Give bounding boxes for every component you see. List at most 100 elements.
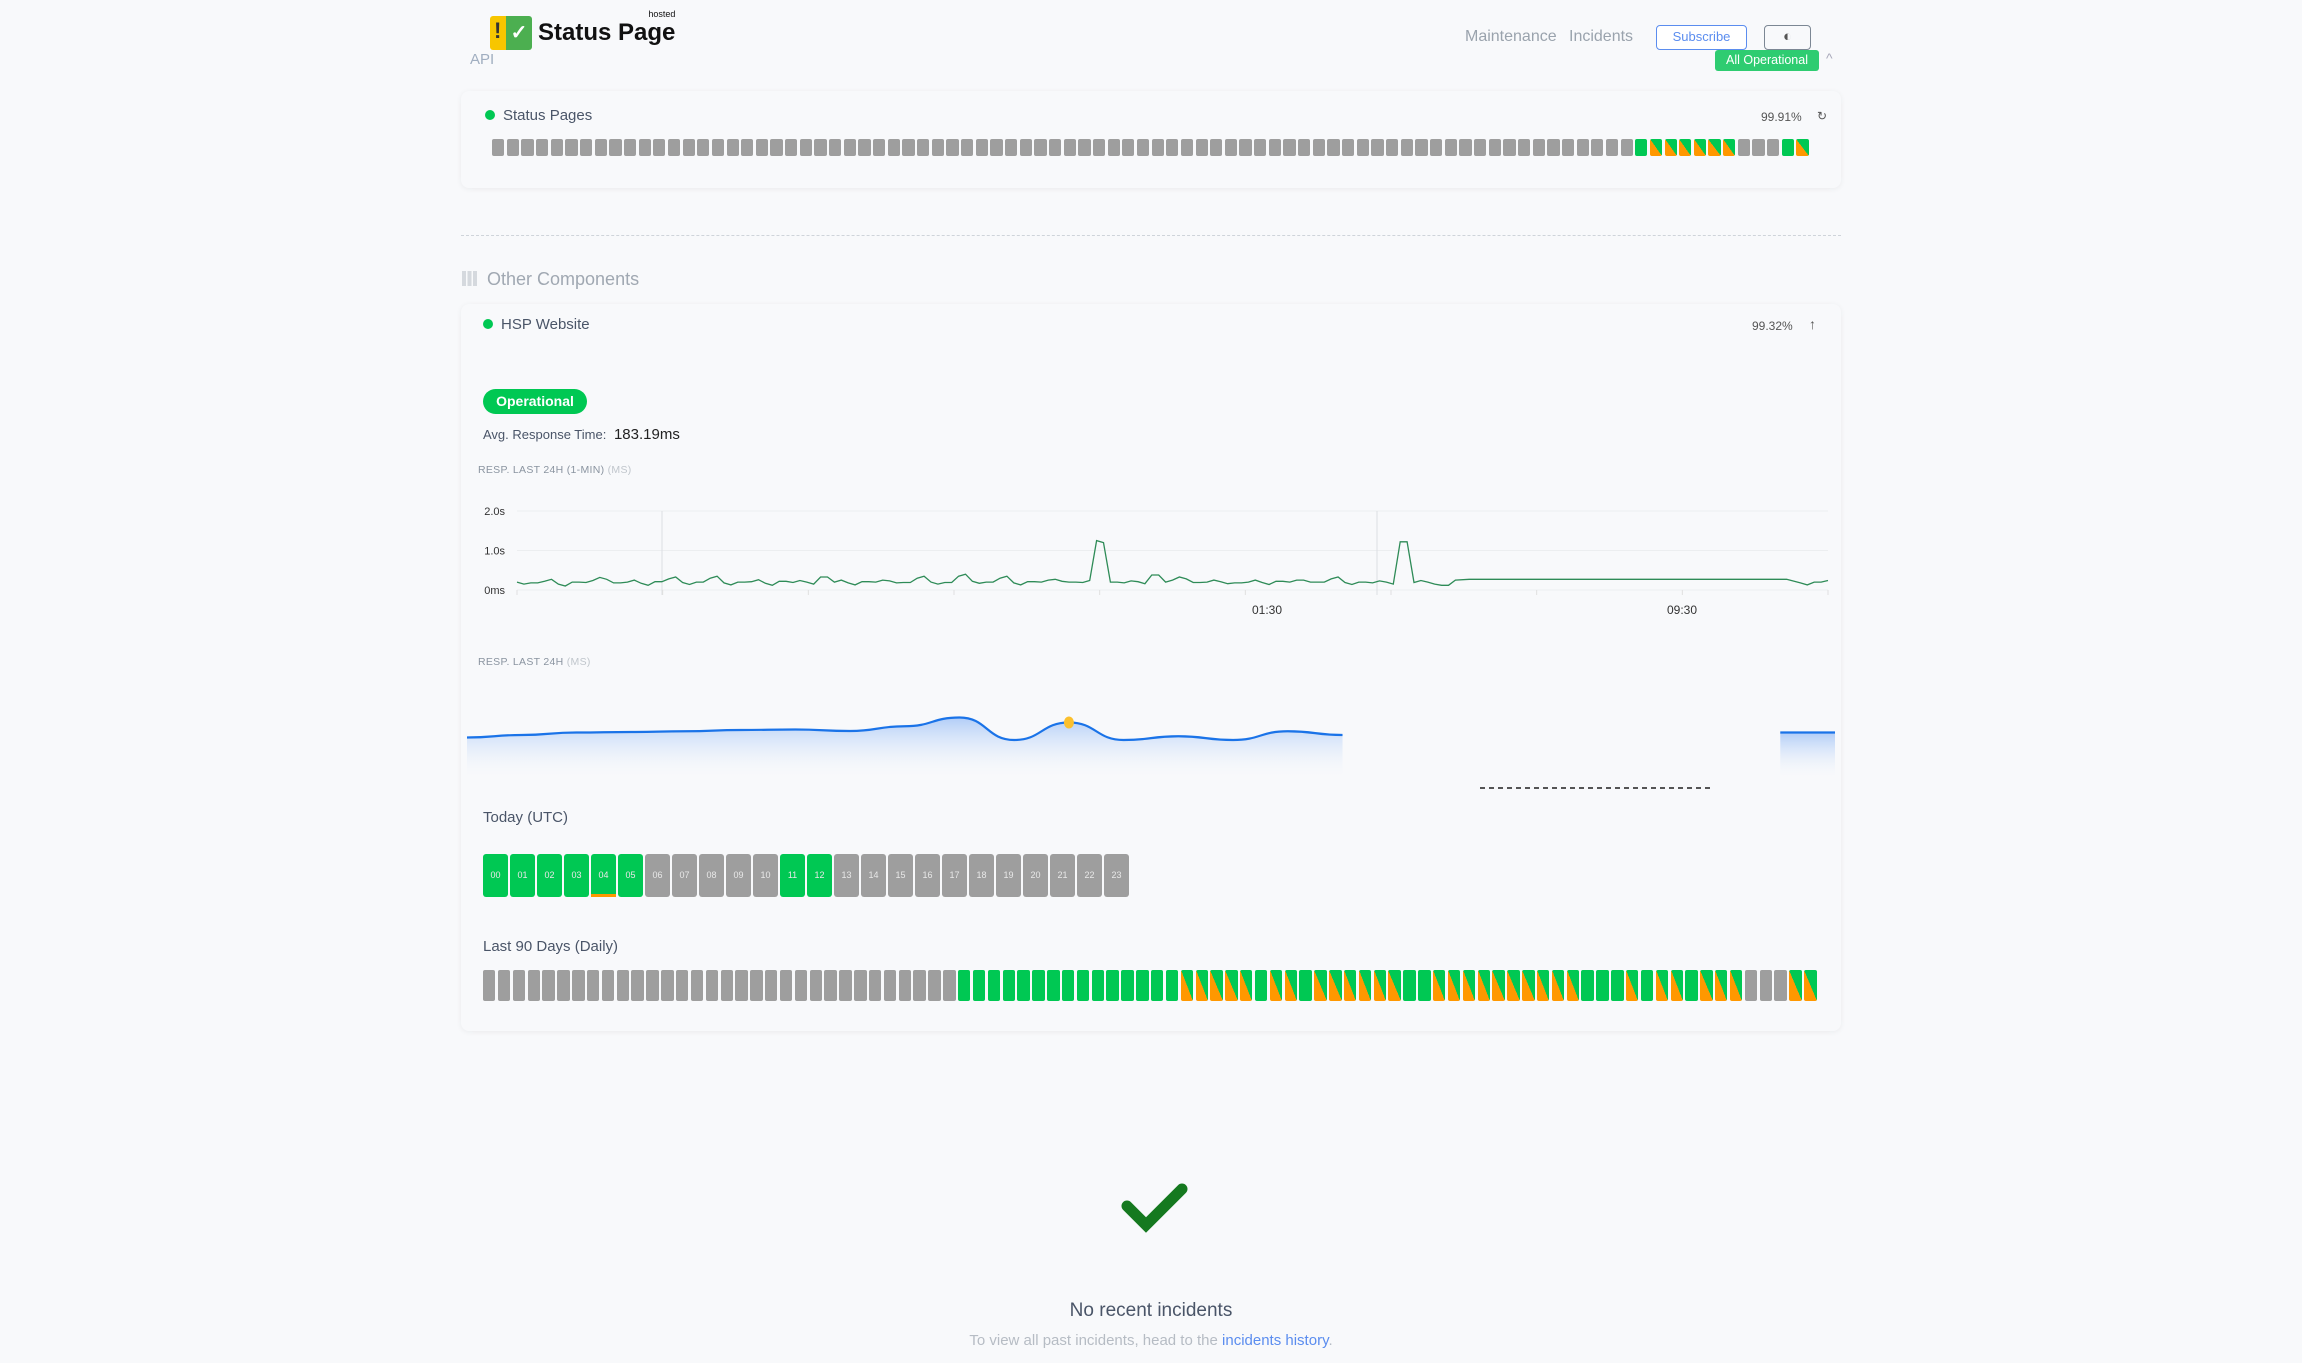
day-bar[interactable]: [1679, 139, 1692, 156]
day-bar[interactable]: [858, 139, 871, 156]
day-bar[interactable]: [1298, 139, 1311, 156]
day-bar[interactable]: [1551, 970, 1565, 1001]
day-bar[interactable]: [1210, 139, 1223, 156]
day-bar[interactable]: [483, 970, 496, 1001]
day-bar[interactable]: [1744, 970, 1758, 1001]
day-bar[interactable]: [512, 970, 526, 1001]
day-bar[interactable]: [697, 139, 710, 156]
nav-incidents[interactable]: Incidents: [1569, 28, 1634, 45]
day-bar[interactable]: [1708, 139, 1721, 156]
day-bar[interactable]: [1121, 970, 1134, 1001]
day-bar[interactable]: [990, 139, 1003, 156]
day-bar[interactable]: [1759, 970, 1773, 1001]
day-bar[interactable]: [931, 139, 944, 156]
day-bar[interactable]: [1122, 139, 1135, 156]
chevron-up-icon[interactable]: ^: [1826, 50, 1833, 66]
day-bar[interactable]: [1314, 970, 1327, 1001]
day-bar[interactable]: [902, 139, 915, 156]
day-bar[interactable]: [1462, 970, 1476, 1001]
day-bar[interactable]: [750, 970, 763, 1001]
day-bar[interactable]: [1166, 139, 1179, 156]
day-bar[interactable]: [1284, 970, 1298, 1001]
day-bar[interactable]: [1473, 139, 1487, 156]
response-chart-1min[interactable]: 0ms 1.0s 2.0s 01:30 09:30: [461, 495, 1841, 625]
day-bar[interactable]: [1536, 970, 1550, 1001]
day-bar[interactable]: [873, 139, 886, 156]
day-bar[interactable]: [1796, 139, 1809, 156]
day-bar[interactable]: [987, 970, 1001, 1001]
day-bar[interactable]: [1180, 139, 1194, 156]
day-bar[interactable]: [1547, 139, 1560, 156]
day-bar[interactable]: [913, 970, 926, 1001]
day-bar[interactable]: [1517, 139, 1531, 156]
day-bar[interactable]: [1091, 970, 1105, 1001]
day-bar[interactable]: [720, 970, 733, 1001]
hour-bar[interactable]: 17: [942, 854, 967, 897]
day-bar[interactable]: [1002, 970, 1015, 1001]
day-bar[interactable]: [1503, 139, 1516, 156]
day-bar[interactable]: [755, 139, 769, 156]
day-bar[interactable]: [917, 139, 930, 156]
day-bar[interactable]: [1017, 970, 1030, 1001]
hour-bar[interactable]: 15: [888, 854, 913, 897]
day-bar[interactable]: [631, 970, 644, 1001]
day-bar[interactable]: [1737, 139, 1751, 156]
day-bar[interactable]: [1685, 970, 1698, 1001]
day-bar[interactable]: [1591, 139, 1604, 156]
day-bar[interactable]: [928, 970, 941, 1001]
hour-bar[interactable]: 06: [645, 854, 670, 897]
hour-bar[interactable]: 18: [969, 854, 994, 897]
day-bar[interactable]: [843, 139, 857, 156]
day-bar[interactable]: [1327, 139, 1340, 156]
hour-bar[interactable]: 12: [807, 854, 832, 897]
day-bar[interactable]: [1693, 139, 1707, 156]
day-bar[interactable]: [943, 970, 956, 1001]
day-bar[interactable]: [1581, 970, 1594, 1001]
day-bar[interactable]: [1752, 139, 1765, 156]
hour-bar[interactable]: 09: [726, 854, 751, 897]
hour-bar[interactable]: 04: [591, 854, 616, 897]
day-bar[interactable]: [1649, 139, 1663, 156]
day-bar[interactable]: [1342, 139, 1355, 156]
hour-bar[interactable]: 05: [618, 854, 643, 897]
day-bar[interactable]: [1061, 970, 1075, 1001]
day-bar[interactable]: [711, 139, 725, 156]
hour-bar[interactable]: 07: [672, 854, 697, 897]
day-bar[interactable]: [542, 970, 555, 1001]
day-bar[interactable]: [1299, 970, 1312, 1001]
day-bar[interactable]: [946, 139, 959, 156]
day-bar[interactable]: [550, 139, 563, 156]
day-bar[interactable]: [675, 970, 689, 1001]
day-bar[interactable]: [1210, 970, 1223, 1001]
refresh-icon[interactable]: ↻: [1817, 109, 1828, 123]
day-bar[interactable]: [1371, 139, 1384, 156]
day-bar[interactable]: [1269, 970, 1283, 1001]
day-bar[interactable]: [682, 139, 695, 156]
day-bar[interactable]: [1224, 139, 1238, 156]
day-bar[interactable]: [601, 970, 615, 1001]
day-bar[interactable]: [1670, 970, 1683, 1001]
day-bar[interactable]: [1664, 139, 1677, 156]
day-bar[interactable]: [1444, 139, 1457, 156]
pin-icon[interactable]: ↑: [1809, 316, 1816, 332]
day-bar[interactable]: [1477, 970, 1490, 1001]
day-bar[interactable]: [1507, 970, 1520, 1001]
hour-bar[interactable]: 13: [834, 854, 859, 897]
day-bar[interactable]: [586, 970, 600, 1001]
day-bar[interactable]: [1356, 139, 1369, 156]
hour-bar[interactable]: 11: [780, 854, 805, 897]
day-bar[interactable]: [1522, 970, 1535, 1001]
day-bar[interactable]: [883, 970, 897, 1001]
day-bar[interactable]: [809, 970, 823, 1001]
response-chart-24h[interactable]: [461, 700, 1841, 800]
day-bar[interactable]: [1225, 970, 1238, 1001]
day-bar[interactable]: [1620, 139, 1633, 156]
day-bar[interactable]: [492, 139, 505, 156]
day-bar[interactable]: [1492, 970, 1505, 1001]
day-bar[interactable]: [609, 139, 622, 156]
day-bar[interactable]: [958, 970, 971, 1001]
day-bar[interactable]: [1076, 970, 1090, 1001]
day-bar[interactable]: [690, 970, 704, 1001]
day-bar[interactable]: [1430, 139, 1443, 156]
hour-bar[interactable]: 08: [699, 854, 724, 897]
